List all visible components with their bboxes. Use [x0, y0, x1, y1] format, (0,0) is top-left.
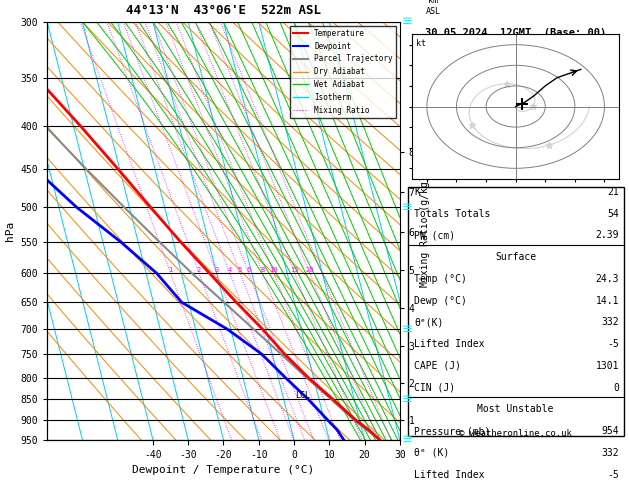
Text: 4: 4 — [228, 267, 232, 273]
Text: Lifted Index: Lifted Index — [415, 339, 485, 349]
Text: Lifted Index: Lifted Index — [415, 469, 485, 480]
Text: 1301: 1301 — [596, 361, 619, 371]
Text: 54: 54 — [608, 208, 619, 219]
Text: θᵉ (K): θᵉ (K) — [415, 448, 450, 458]
Text: 954: 954 — [601, 426, 619, 436]
Text: 2: 2 — [197, 267, 201, 273]
Text: 6: 6 — [247, 267, 251, 273]
Text: 332: 332 — [601, 317, 619, 328]
Text: 14.1: 14.1 — [596, 295, 619, 306]
Text: PW (cm): PW (cm) — [415, 230, 455, 241]
Text: 15: 15 — [291, 267, 299, 273]
Text: 5: 5 — [238, 267, 242, 273]
Text: Dewp (°C): Dewp (°C) — [415, 295, 467, 306]
Text: Temp (°C): Temp (°C) — [415, 274, 467, 284]
Text: 30.05.2024  12GMT  (Base: 00): 30.05.2024 12GMT (Base: 00) — [425, 28, 606, 38]
Text: CAPE (J): CAPE (J) — [415, 361, 461, 371]
Text: 10: 10 — [269, 267, 278, 273]
Text: LCL: LCL — [296, 391, 311, 399]
Text: 2.39: 2.39 — [596, 230, 619, 241]
Legend: Temperature, Dewpoint, Parcel Trajectory, Dry Adiabat, Wet Adiabat, Isotherm, Mi: Temperature, Dewpoint, Parcel Trajectory… — [290, 26, 396, 118]
Text: Totals Totals: Totals Totals — [415, 208, 491, 219]
Bar — [408, 187, 623, 435]
Text: ≡: ≡ — [402, 201, 412, 213]
Text: -5: -5 — [608, 469, 619, 480]
Text: 20: 20 — [306, 267, 314, 273]
X-axis label: Dewpoint / Temperature (°C): Dewpoint / Temperature (°C) — [132, 465, 314, 475]
Text: ≡: ≡ — [402, 16, 412, 28]
Text: K: K — [415, 187, 420, 197]
Text: 332: 332 — [601, 448, 619, 458]
Text: ≡: ≡ — [402, 434, 412, 446]
Title: 44°13'N  43°06'E  522m ASL: 44°13'N 43°06'E 522m ASL — [126, 3, 321, 17]
Text: Surface: Surface — [495, 252, 537, 262]
Text: -5: -5 — [608, 339, 619, 349]
Text: θᵉ(K): θᵉ(K) — [415, 317, 443, 328]
Text: ≡: ≡ — [402, 323, 412, 336]
Text: 24.3: 24.3 — [596, 274, 619, 284]
Text: 3: 3 — [214, 267, 219, 273]
Text: Most Unstable: Most Unstable — [477, 404, 554, 414]
Y-axis label: hPa: hPa — [5, 221, 15, 241]
Text: km
ASL: km ASL — [426, 0, 441, 16]
Text: 21: 21 — [608, 187, 619, 197]
Text: kt: kt — [416, 39, 426, 48]
Y-axis label: Mixing Ratio (g/kg): Mixing Ratio (g/kg) — [420, 175, 430, 287]
Text: Pressure (mb): Pressure (mb) — [415, 426, 491, 436]
Text: © weatheronline.co.uk: © weatheronline.co.uk — [459, 429, 572, 438]
Text: CIN (J): CIN (J) — [415, 382, 455, 393]
Text: ≡: ≡ — [402, 393, 412, 406]
Text: 0: 0 — [613, 382, 619, 393]
Text: 1: 1 — [169, 267, 172, 273]
Text: 8: 8 — [260, 267, 265, 273]
